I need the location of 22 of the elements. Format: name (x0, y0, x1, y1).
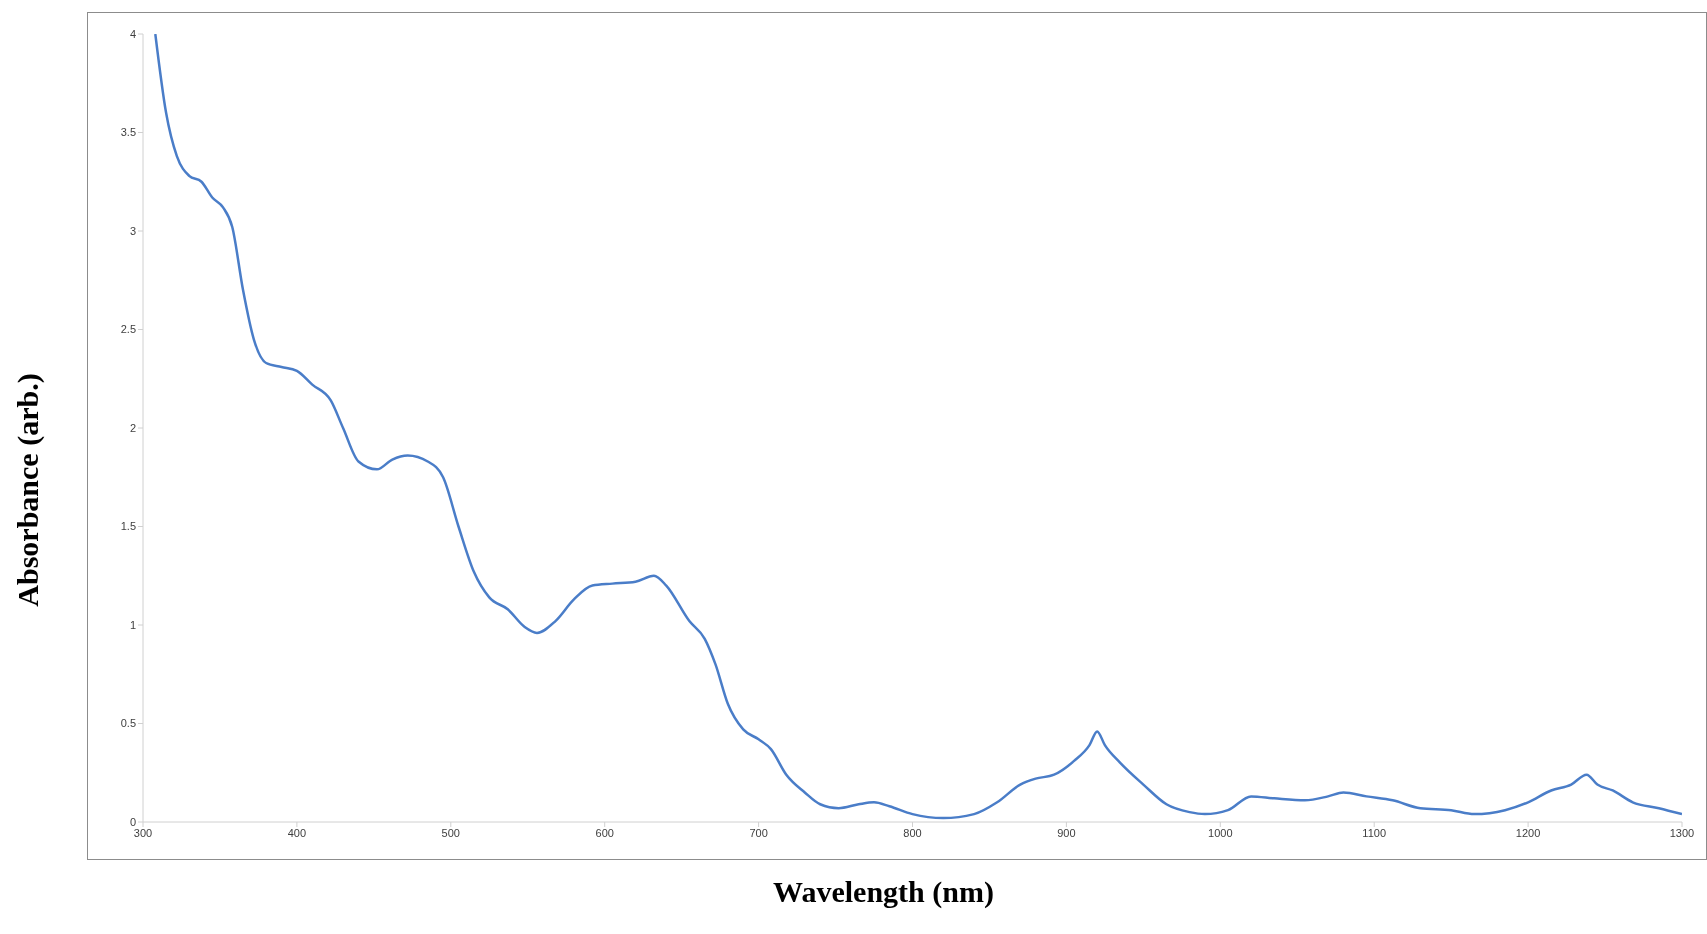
x-tick-label: 400 (287, 826, 307, 839)
y-axis-title: Absorbance (arb.) (11, 373, 45, 607)
y-tick-label: 1.5 (120, 520, 136, 533)
x-tick-label: 1200 (1515, 826, 1541, 839)
x-axis-title: Wavelength (nm) (772, 875, 995, 909)
y-tick-label: 2 (129, 421, 136, 434)
x-tick-label: 300 (133, 826, 153, 839)
x-tick-label: 1100 (1362, 826, 1387, 839)
y-tick-label: 4 (129, 27, 136, 40)
x-tick-label: 600 (595, 826, 614, 839)
y-tick-label: 3 (129, 224, 136, 237)
y-tick-label: 2.5 (120, 323, 136, 336)
y-tick-label: 0 (129, 815, 136, 828)
x-tick-label: 900 (1057, 826, 1076, 839)
y-tick-label: 3.5 (120, 126, 136, 139)
x-tick-label: 700 (749, 826, 768, 839)
y-tick-label: 1 (129, 618, 136, 631)
x-tick-label: 1000 (1208, 826, 1233, 839)
y-tick-label: 0.5 (120, 717, 136, 730)
x-tick-label: 500 (441, 826, 460, 839)
x-tick-label: 1300 (1669, 826, 1695, 839)
x-tick-label: 800 (903, 826, 922, 839)
